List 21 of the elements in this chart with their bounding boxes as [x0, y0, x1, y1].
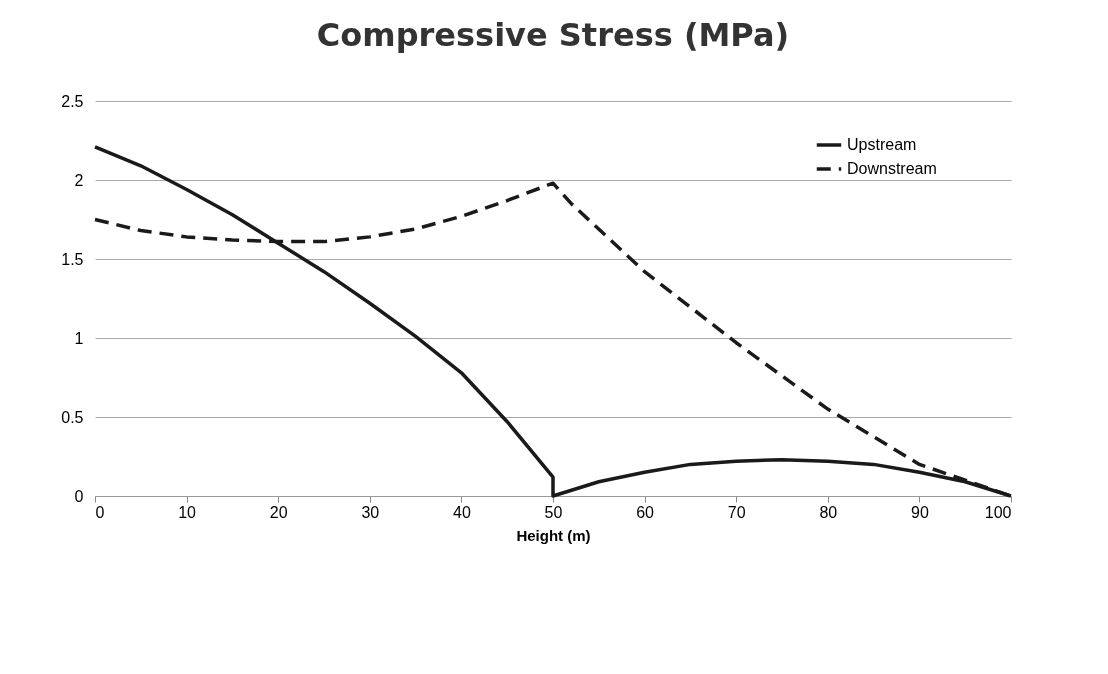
x-tick-label: 20: [269, 503, 288, 521]
chart-title: Compressive Stress (MPa): [316, 16, 790, 54]
y-tick-label: 2: [74, 171, 84, 189]
x-tick-label: 60: [636, 503, 655, 521]
x-tick-label: 100: [984, 503, 1012, 521]
x-tick-label: 10: [178, 503, 197, 521]
x-tick-label: 80: [819, 503, 838, 521]
y-tick-label: 2.5: [61, 92, 84, 110]
legend-label: Upstream: [847, 136, 917, 153]
x-tick-label: 30: [361, 503, 380, 521]
x-tick-label: 0: [95, 503, 105, 521]
y-tick-label: 1.5: [61, 250, 84, 268]
x-tick-label: 50: [544, 503, 563, 521]
y-tick-label: 1: [74, 329, 84, 347]
legend-label: Downstream: [847, 160, 937, 177]
x-tick-label: 90: [911, 503, 929, 521]
x-tick-label: 70: [727, 503, 746, 521]
y-tick-label: 0: [74, 487, 84, 505]
y-tick-label: 0.5: [61, 408, 84, 426]
x-tick-label: 40: [453, 503, 471, 521]
x-axis-title: Height (m): [516, 526, 591, 544]
